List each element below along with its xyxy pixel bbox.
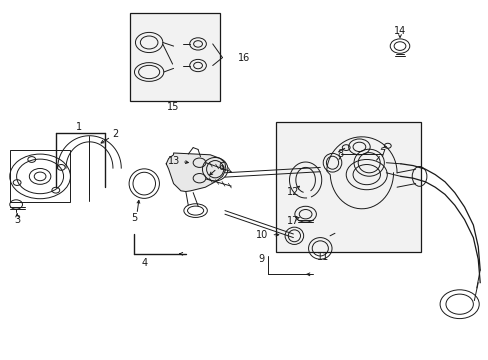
Text: 4: 4 <box>141 258 147 268</box>
Bar <box>276 122 420 252</box>
Text: 8: 8 <box>337 149 343 159</box>
Text: 5: 5 <box>131 213 137 223</box>
Polygon shape <box>166 153 225 192</box>
Text: 17: 17 <box>286 216 299 226</box>
Text: 15: 15 <box>167 102 180 112</box>
Text: 11: 11 <box>316 252 328 262</box>
Text: 9: 9 <box>257 254 264 264</box>
Text: 1: 1 <box>76 122 82 132</box>
Text: 3: 3 <box>14 215 20 225</box>
Text: 7: 7 <box>379 149 385 159</box>
Text: 13: 13 <box>167 156 180 166</box>
Text: 6: 6 <box>218 162 224 172</box>
Text: 12: 12 <box>286 186 299 197</box>
Text: 10: 10 <box>255 230 267 240</box>
Text: 14: 14 <box>393 26 406 36</box>
Text: 2: 2 <box>112 129 118 139</box>
Bar <box>129 13 220 101</box>
Text: 16: 16 <box>238 53 250 63</box>
Bar <box>10 150 70 202</box>
